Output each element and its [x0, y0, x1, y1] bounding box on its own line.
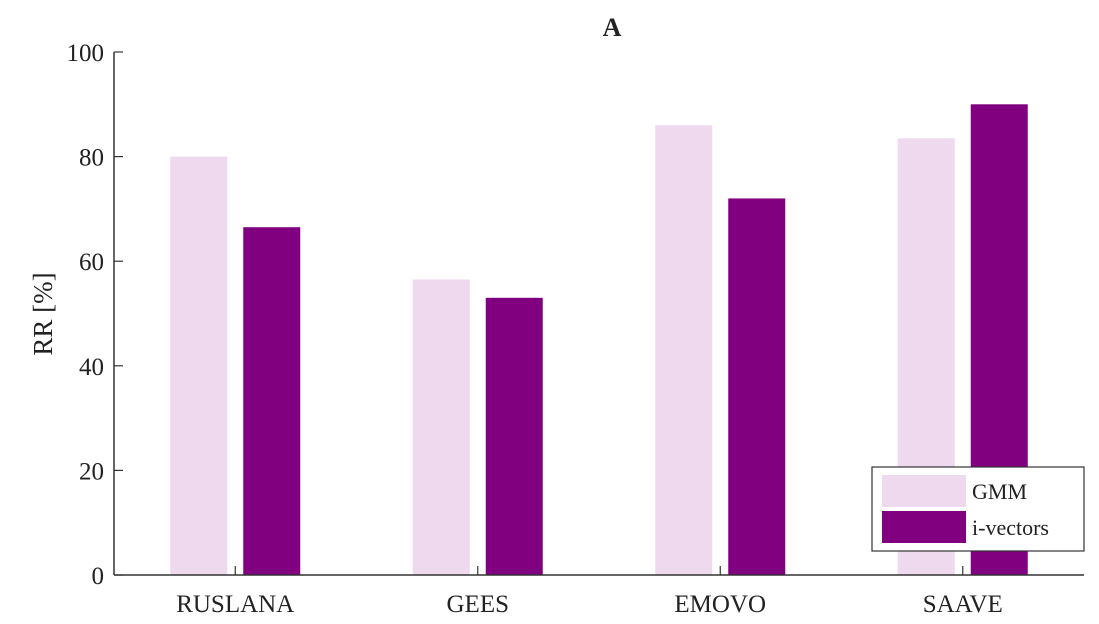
- bar-gmm-emovo: [655, 125, 713, 575]
- legend-label: i-vectors: [972, 515, 1049, 540]
- legend-label: GMM: [972, 479, 1027, 504]
- y-tick-label: 60: [79, 249, 104, 276]
- x-tick-label: GEES: [447, 591, 510, 618]
- x-tick-label: SAAVE: [923, 591, 1003, 618]
- y-axis-title: RR [%]: [28, 272, 58, 355]
- bar-gmm-ruslana: [170, 156, 228, 575]
- y-tick-label: 100: [67, 40, 105, 67]
- chart-title: A: [603, 13, 622, 42]
- legend-swatch: [882, 475, 966, 507]
- y-tick-label: 0: [92, 563, 105, 590]
- y-tick-label: 80: [79, 145, 104, 172]
- x-tick-label: RUSLANA: [176, 591, 294, 618]
- y-tick-label: 40: [79, 354, 104, 381]
- x-tick-label: EMOVO: [674, 591, 766, 618]
- y-tick-label: 20: [79, 458, 104, 485]
- bar-i-vectors-ruslana: [243, 227, 301, 575]
- bar-i-vectors-gees: [485, 297, 543, 575]
- legend-swatch: [882, 511, 966, 543]
- bar-gmm-gees: [412, 279, 470, 575]
- bar-i-vectors-emovo: [728, 198, 786, 575]
- axes-layer: 0 20 40 60 80 100 RUSLANA GEES EMOVO SAAVE: [67, 40, 1084, 618]
- legend: GMM i-vectors: [871, 466, 1085, 552]
